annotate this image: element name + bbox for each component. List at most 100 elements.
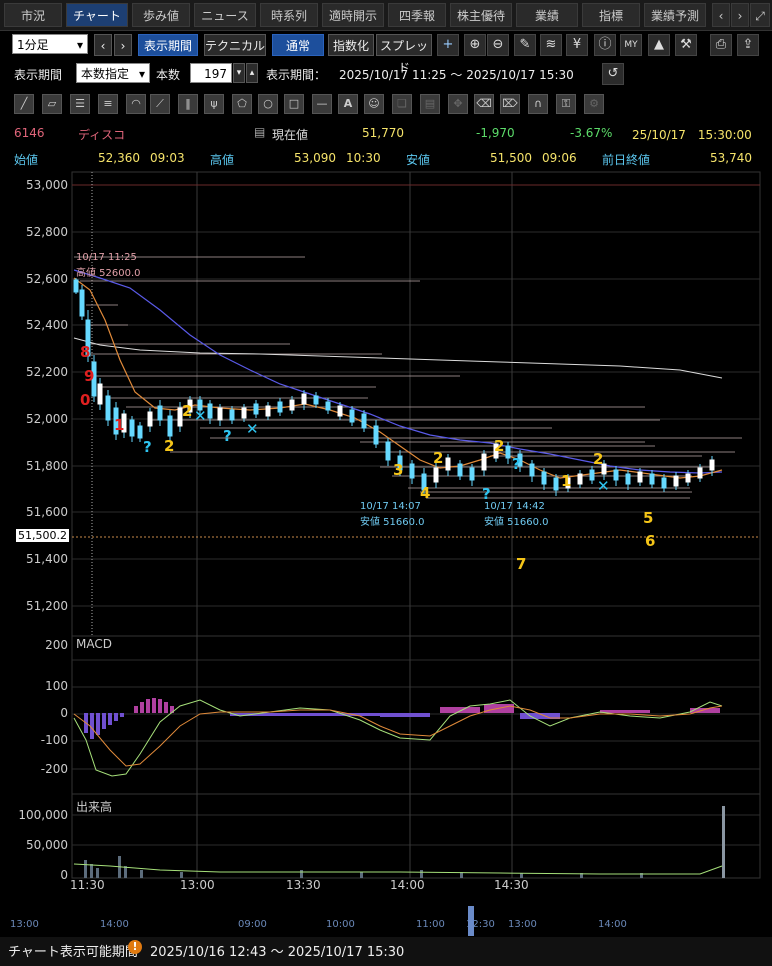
ruler-tool-icon[interactable]: ▱ <box>42 94 62 114</box>
interval-select[interactable]: 1分足 ▾ <box>12 34 88 54</box>
prev-close-price: 53,740 <box>710 151 752 165</box>
tab-news[interactable]: ニュース <box>194 3 256 27</box>
navigator-left-handle[interactable] <box>468 906 474 936</box>
wave-mark: 9 <box>84 367 95 385</box>
settings-tool-icon[interactable]: ⚙ <box>584 94 604 114</box>
question-mark-icon: ? <box>482 485 491 503</box>
rectangle-tool-icon[interactable]: □ <box>284 94 304 114</box>
price-axis-label: 52,600 <box>26 272 68 286</box>
magnet-tool-icon[interactable]: ∩ <box>528 94 548 114</box>
paste-tool-icon[interactable]: ▤ <box>420 94 440 114</box>
wave-mark: 2 <box>182 402 193 420</box>
technical-button[interactable]: テクニカル <box>204 34 266 56</box>
hline-tool-icon[interactable]: — <box>312 94 332 114</box>
low2-annotation-date: 10/17 14:42 <box>484 501 545 512</box>
tab-results[interactable]: 業績 <box>516 3 578 27</box>
warning-icon: ! <box>128 940 142 954</box>
index-button[interactable]: 指数化 <box>328 34 374 56</box>
low-time: 09:06 <box>542 151 577 165</box>
cross-mark-icon: ✕ <box>246 420 259 438</box>
area-chart-icon[interactable]: ▲ <box>648 34 670 56</box>
macd-line <box>73 699 723 777</box>
emoji-tool-icon[interactable]: ☺ <box>364 94 384 114</box>
price-axis-label: 52,800 <box>26 225 68 239</box>
eraser-all-tool-icon[interactable]: ⌦ <box>500 94 520 114</box>
eraser-tool-icon[interactable]: ⌫ <box>474 94 494 114</box>
cross-mark-icon: ✕ <box>597 477 610 495</box>
wave-mark: 2 <box>593 450 604 468</box>
tab-chart[interactable]: チャート <box>66 3 128 27</box>
count-up-icon[interactable]: ▴ <box>246 63 258 83</box>
high-price: 53,090 <box>294 151 336 165</box>
crosshair-icon[interactable]: + <box>437 34 459 56</box>
tab-prev-icon[interactable]: ‹ <box>712 3 730 27</box>
volume-axis-label: 100,000 <box>18 808 68 822</box>
price-axis-label: 51,200 <box>26 599 68 613</box>
macd-histogram <box>84 698 720 739</box>
normal-button[interactable]: 通常 <box>272 34 324 56</box>
low1-annotation-date: 10/17 14:07 <box>360 501 421 512</box>
time-axis-label: 13:30 <box>286 878 321 892</box>
expand-icon[interactable]: ⤢ <box>750 3 770 27</box>
question-mark-icon: ? <box>143 438 152 456</box>
current-label: 現在値 <box>272 128 309 142</box>
pitchfork-tool-icon[interactable]: ψ <box>204 94 224 114</box>
period-mode-select[interactable]: 本数指定 ▾ <box>76 63 150 83</box>
wrench-icon[interactable]: ⚒ <box>675 34 697 56</box>
my-icon[interactable]: MY <box>620 34 642 56</box>
nav-axis-label: 13:00 <box>10 919 39 930</box>
lock-tool-icon[interactable]: ⚿ <box>556 94 576 114</box>
hlines-tool-icon[interactable]: ☰ <box>70 94 90 114</box>
candles <box>73 278 715 496</box>
print-icon[interactable]: ⎙ <box>710 34 732 56</box>
high-label: 高値 <box>210 153 235 167</box>
nav-axis-label: 12:30 <box>466 919 495 930</box>
vlines-tool-icon[interactable]: ‖ <box>178 94 198 114</box>
export-icon[interactable]: ⇪ <box>737 34 759 56</box>
info-icon[interactable]: ⓘ <box>594 34 616 56</box>
text-tool-icon[interactable]: A <box>338 94 358 114</box>
refresh-icon[interactable]: ↺ <box>602 63 624 85</box>
pan-tool-icon[interactable]: ✥ <box>448 94 468 114</box>
time-axis-label: 11:30 <box>70 878 105 892</box>
circle-tool-icon[interactable]: ○ <box>258 94 278 114</box>
volume-title: 出来高 <box>76 800 113 814</box>
arc-tool-icon[interactable]: ◠ <box>126 94 146 114</box>
channel-tool-icon[interactable]: ≡ <box>98 94 118 114</box>
tab-benefits[interactable]: 株主優待 <box>450 3 512 27</box>
zoom-in-icon[interactable]: ⊕ <box>464 34 486 56</box>
count-input[interactable]: 197 <box>190 63 232 83</box>
tab-timeseries[interactable]: 時系列 <box>260 3 318 27</box>
price-change: -1,970 <box>476 126 515 140</box>
wave-mark: 2 <box>164 437 175 455</box>
yen-icon[interactable]: ¥ <box>566 34 588 56</box>
open-price: 52,360 <box>98 151 140 165</box>
nav-axis-label: 14:00 <box>598 919 627 930</box>
tab-forecast[interactable]: 業績予測 <box>644 3 706 27</box>
document-icon[interactable]: ▤ <box>254 125 266 139</box>
pentagon-tool-icon[interactable]: ⬠ <box>232 94 252 114</box>
tab-next-icon[interactable]: › <box>731 3 749 27</box>
fan-tool-icon[interactable]: ⟋ <box>150 94 170 114</box>
tab-market[interactable]: 市況 <box>4 3 62 27</box>
tab-shikiho[interactable]: 四季報 <box>388 3 446 27</box>
tab-ticks[interactable]: 歩み値 <box>132 3 190 27</box>
line-tool-icon[interactable]: ╱ <box>14 94 34 114</box>
prev-button[interactable]: ‹ <box>94 34 112 56</box>
copy-tool-icon[interactable]: ❏ <box>392 94 412 114</box>
tab-disclosure[interactable]: 適時開示 <box>322 3 384 27</box>
next-button[interactable]: › <box>114 34 132 56</box>
stock-code: 6146 <box>14 126 45 140</box>
pencil-icon[interactable]: ✎ <box>514 34 536 56</box>
spread-button[interactable]: スプレッド <box>376 34 432 75</box>
nav-axis-label: 14:00 <box>100 919 129 930</box>
volume-axis-label: 50,000 <box>26 838 68 852</box>
period-button[interactable]: 表示期間 <box>138 34 198 56</box>
wave-icon[interactable]: ≋ <box>540 34 562 56</box>
low-label: 安値 <box>406 153 431 167</box>
tab-indicators[interactable]: 指標 <box>582 3 640 27</box>
price-chart[interactable] <box>0 170 772 900</box>
wave-mark: 3 <box>393 461 404 479</box>
count-down-icon[interactable]: ▾ <box>233 63 245 83</box>
zoom-out-icon[interactable]: ⊖ <box>487 34 509 56</box>
